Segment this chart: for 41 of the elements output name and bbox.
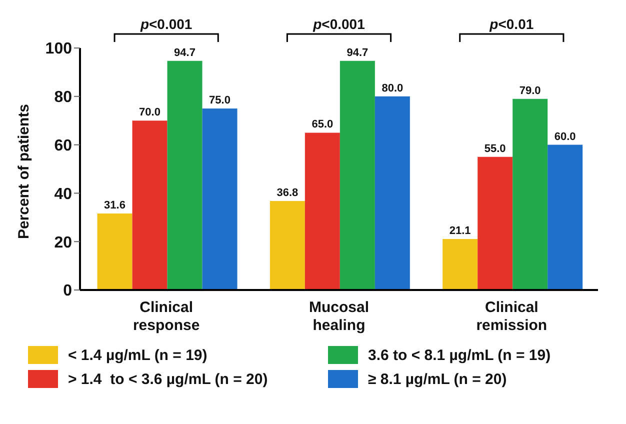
- x-tick-label: Clinical remission: [476, 299, 548, 334]
- legend-label: > 1.4 to < 3.6 µg/mL (n = 20): [68, 370, 268, 388]
- bar: [202, 108, 238, 290]
- y-tick-label: 0: [63, 282, 72, 300]
- y-tick-label: 60: [54, 137, 72, 154]
- text: p<0.001: [139, 16, 192, 32]
- bar: [304, 132, 340, 290]
- text: p<0.01: [488, 16, 534, 32]
- data-label: 31.6: [104, 200, 126, 212]
- data-label: 75.0: [209, 94, 230, 106]
- bar: [97, 214, 132, 290]
- x-tick-label: Clinical response: [132, 299, 200, 334]
- bar: [548, 144, 583, 290]
- data-label: 80.0: [382, 82, 404, 94]
- bar: [167, 60, 202, 290]
- bar: [132, 120, 168, 290]
- y-tick-label: 80: [54, 89, 72, 106]
- data-label: 65.0: [312, 118, 334, 131]
- data-label: 36.8: [276, 186, 298, 199]
- data-label: 70.0: [139, 106, 160, 119]
- y-tick-label: 40: [54, 186, 72, 203]
- legend-label: ≥ 8.1 µg/mL (n = 20): [368, 370, 507, 388]
- y-axis-title: Percent of patients: [15, 104, 32, 239]
- bar: [478, 156, 513, 290]
- y-tick-label: 20: [54, 234, 72, 252]
- bar: [374, 96, 410, 290]
- data-label: 21.1: [449, 224, 471, 237]
- bar: [442, 238, 478, 290]
- y-tick-label: 100: [45, 40, 72, 58]
- data-label: 79.0: [519, 84, 541, 97]
- data-label: 94.7: [174, 46, 196, 59]
- bar: [340, 60, 375, 290]
- data-label: 94.7: [346, 46, 368, 59]
- data-label: 55.0: [484, 142, 506, 155]
- bar: [270, 200, 305, 290]
- text: p<0.001: [312, 16, 366, 32]
- legend-label: 3.6 to < 8.1 µg/mL (n = 19): [368, 346, 551, 364]
- data-label: 60.0: [554, 130, 576, 143]
- legend-label: < 1.4 µg/mL (n = 19): [68, 346, 208, 364]
- bar: [512, 98, 548, 290]
- x-tick-label: Mucosal healing: [308, 299, 370, 334]
